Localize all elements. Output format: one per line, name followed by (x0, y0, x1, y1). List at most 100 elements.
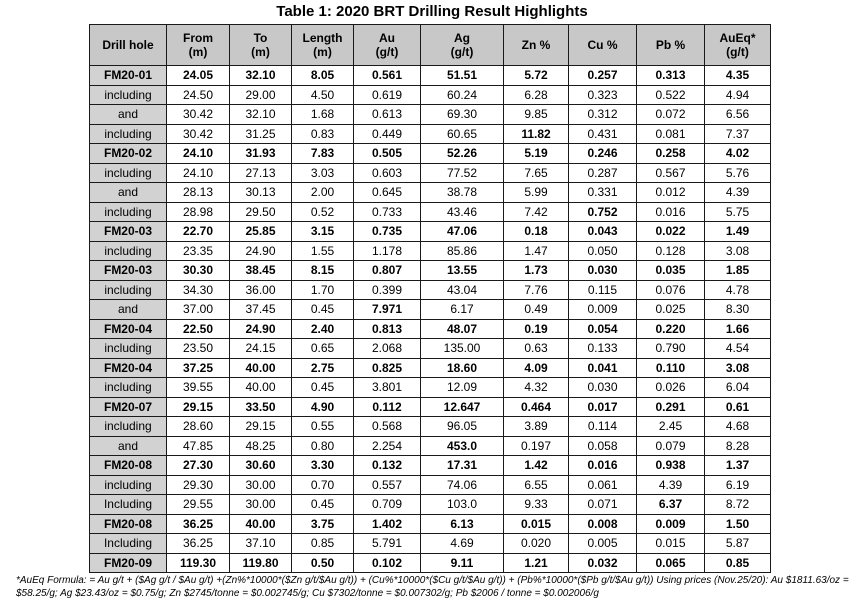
value-cell: 1.402 (353, 513, 421, 534)
drill-hole-row: FM20-09 119.30 119.80 0.50 0.102 9.11 1.21 0.03… (89, 552, 771, 573)
value-cell: 30.42 (166, 104, 230, 125)
sub-interval-row: Including 29.55 30.00 0.45 0.709 103.0 9.33 0.0… (89, 494, 771, 515)
value-cell: 1.73 (503, 260, 569, 281)
value-cell: 0.287 (568, 162, 637, 183)
value-cell: 12.647 (420, 396, 504, 417)
value-cell: 3.08 (704, 357, 771, 378)
value-cell: 0.733 (353, 201, 421, 222)
value-cell: 0.102 (353, 552, 421, 573)
value-cell: 0.18 (503, 221, 569, 242)
value-cell: 1.70 (291, 279, 354, 300)
drill-hole-cell: FM20-04 (89, 357, 167, 378)
value-cell: 18.60 (420, 357, 504, 378)
value-cell: 1.68 (291, 104, 354, 125)
value-cell: 7.37 (704, 123, 771, 144)
value-cell: 0.603 (353, 162, 421, 183)
value-cell: 0.49 (503, 299, 569, 320)
value-cell: 7.971 (353, 299, 421, 320)
value-cell: 0.52 (291, 201, 354, 222)
value-cell: 0.561 (353, 65, 421, 86)
value-cell: 0.050 (568, 240, 637, 261)
column-header: Au (g/t) (353, 24, 421, 66)
sub-interval-row: Including 36.25 37.10 0.85 5.791 4.69 0.020 0.0… (89, 533, 771, 554)
value-cell: 0.257 (568, 65, 637, 86)
value-cell: 40.00 (229, 513, 292, 534)
value-cell: 0.613 (353, 104, 421, 125)
value-cell: 4.39 (636, 474, 705, 495)
value-cell: 0.50 (291, 552, 354, 573)
value-cell: 37.45 (229, 299, 292, 320)
value-cell: 3.89 (503, 416, 569, 437)
sub-interval-row: and 37.00 37.45 0.45 7.971 6.17 0.49 0.009 0.025… (89, 299, 771, 320)
value-cell: 5.87 (704, 533, 771, 554)
value-cell: 0.026 (636, 377, 705, 398)
value-cell: 0.079 (636, 435, 705, 456)
value-cell: 2.75 (291, 357, 354, 378)
value-cell: 39.55 (166, 377, 230, 398)
value-cell: 0.008 (568, 513, 637, 534)
value-cell: 28.13 (166, 182, 230, 203)
value-cell: 22.70 (166, 221, 230, 242)
value-cell: 29.15 (166, 396, 230, 417)
value-cell: 2.068 (353, 338, 421, 359)
drill-hole-row: FM20-02 24.10 31.93 7.83 0.505 52.26 5.19 0.246… (89, 143, 771, 164)
value-cell: 0.431 (568, 123, 637, 144)
value-cell: 0.115 (568, 279, 637, 300)
value-cell: 0.032 (568, 552, 637, 573)
drill-hole-row: FM20-08 27.30 30.60 3.30 0.132 17.31 1.42 0.016… (89, 455, 771, 476)
sub-interval-row: including 30.42 31.25 0.83 0.449 60.65 11.82 0.… (89, 123, 771, 144)
value-cell: 43.46 (420, 201, 504, 222)
value-cell: 0.645 (353, 182, 421, 203)
value-cell: 24.50 (166, 84, 230, 105)
value-cell: 36.00 (229, 279, 292, 300)
sub-interval-row: including 24.10 27.13 3.03 0.603 77.52 7.65 0.2… (89, 162, 771, 183)
drill-hole-cell: including (89, 279, 167, 300)
value-cell: 43.04 (420, 279, 504, 300)
value-cell: 30.60 (229, 455, 292, 476)
value-cell: 6.13 (420, 513, 504, 534)
value-cell: 7.83 (291, 143, 354, 164)
value-cell: 0.85 (704, 552, 771, 573)
value-cell: 8.72 (704, 494, 771, 515)
value-cell: 1.37 (704, 455, 771, 476)
value-cell: 77.52 (420, 162, 504, 183)
value-cell: 0.735 (353, 221, 421, 242)
value-cell: 1.47 (503, 240, 569, 261)
value-cell: 0.030 (568, 377, 637, 398)
value-cell: 0.790 (636, 338, 705, 359)
value-cell: 85.86 (420, 240, 504, 261)
value-cell: 37.10 (229, 533, 292, 554)
value-cell: 0.55 (291, 416, 354, 437)
value-cell: 0.015 (503, 513, 569, 534)
drill-hole-cell: FM20-07 (89, 396, 167, 417)
sub-interval-row: and 47.85 48.25 0.80 2.254 453.0 0.197 0.058 0.0… (89, 435, 771, 456)
drill-hole-row: FM20-03 22.70 25.85 3.15 0.735 47.06 0.18 0.043… (89, 221, 771, 242)
value-cell: 1.42 (503, 455, 569, 476)
value-cell: 5.19 (503, 143, 569, 164)
value-cell: 37.00 (166, 299, 230, 320)
value-cell: 0.043 (568, 221, 637, 242)
value-cell: 31.93 (229, 143, 292, 164)
drill-hole-cell: and (89, 435, 167, 456)
value-cell: 0.041 (568, 357, 637, 378)
value-cell: 0.022 (636, 221, 705, 242)
value-cell: 0.009 (568, 299, 637, 320)
value-cell: 8.28 (704, 435, 771, 456)
value-cell: 29.15 (229, 416, 292, 437)
drill-hole-cell: and (89, 104, 167, 125)
value-cell: 30.00 (229, 494, 292, 515)
value-cell: 0.807 (353, 260, 421, 281)
value-cell: 40.00 (229, 357, 292, 378)
drill-hole-cell: and (89, 182, 167, 203)
column-header: Drill hole (89, 24, 167, 66)
value-cell: 0.61 (704, 396, 771, 417)
value-cell: 36.25 (166, 533, 230, 554)
value-cell: 0.825 (353, 357, 421, 378)
value-cell: 30.00 (229, 474, 292, 495)
value-cell: 9.85 (503, 104, 569, 125)
drill-hole-cell: including (89, 123, 167, 144)
value-cell: 36.25 (166, 513, 230, 534)
value-cell: 48.25 (229, 435, 292, 456)
value-cell: 6.04 (704, 377, 771, 398)
value-cell: 5.72 (503, 65, 569, 86)
